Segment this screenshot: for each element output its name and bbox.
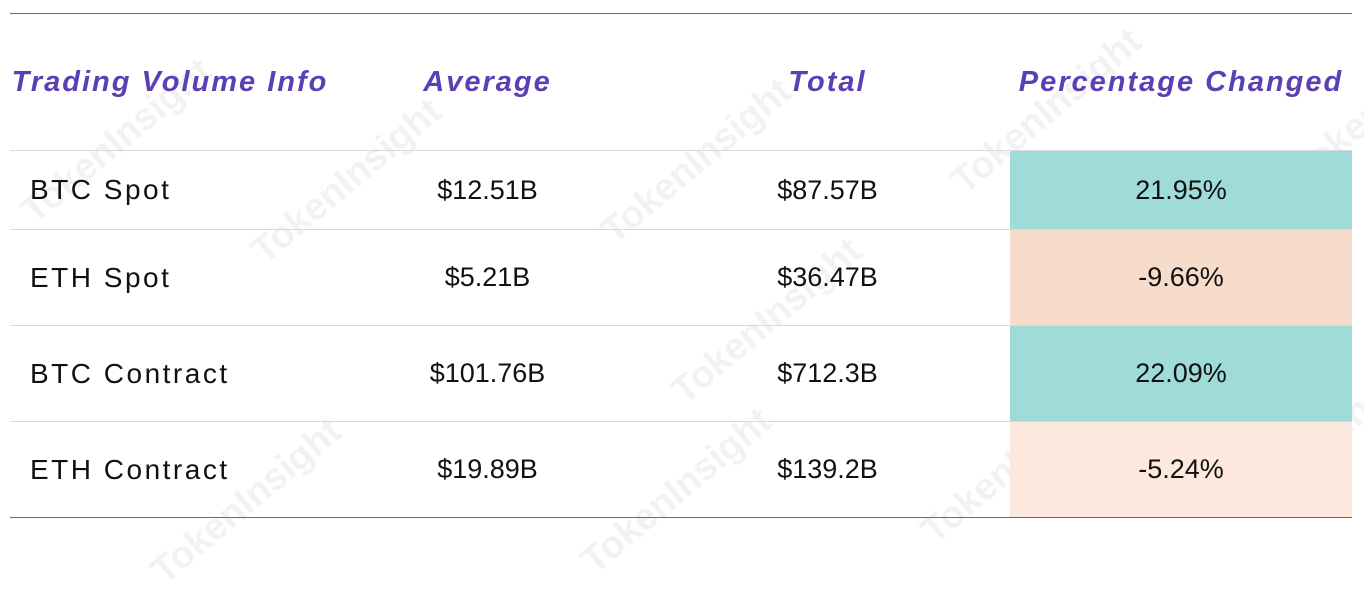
page: TokenInsight TokenInsight TokenInsight Toke… [10, 9, 1364, 593]
header-cell: Average [423, 65, 552, 98]
header-cell: Trading Volume Info [11, 65, 329, 98]
row-separator [10, 229, 1352, 230]
value-cell: $139.2B [777, 454, 878, 484]
row-label: BTC Contract [30, 357, 230, 389]
value-cell: $36.47B [777, 262, 878, 292]
row-label: ETH Contract [30, 453, 230, 485]
value-cell: $5.21B [444, 262, 531, 292]
value-cell: $12.51B [437, 174, 538, 205]
value-cell: $712.3B [777, 358, 878, 388]
header-cell: Percentage Changed [1018, 65, 1344, 98]
header-cell: Total [788, 65, 867, 98]
row-separator [10, 150, 1352, 151]
value-cell: $87.57B [777, 174, 878, 205]
value-cell: 22.09% [1010, 326, 1352, 421]
value-cell: 21.95% [1010, 151, 1352, 229]
bottom-rule [10, 517, 1352, 518]
top-rule [10, 13, 1352, 14]
row-separator [10, 421, 1352, 422]
value-cell: -9.66% [1010, 230, 1352, 325]
value-cell: $101.76B [429, 358, 546, 388]
row-separator [10, 325, 1352, 326]
row-label: BTC Spot [30, 174, 172, 205]
value-cell: -5.24% [1010, 422, 1352, 517]
row-label: ETH Spot [30, 261, 172, 293]
value-cell: $19.89B [437, 454, 538, 484]
